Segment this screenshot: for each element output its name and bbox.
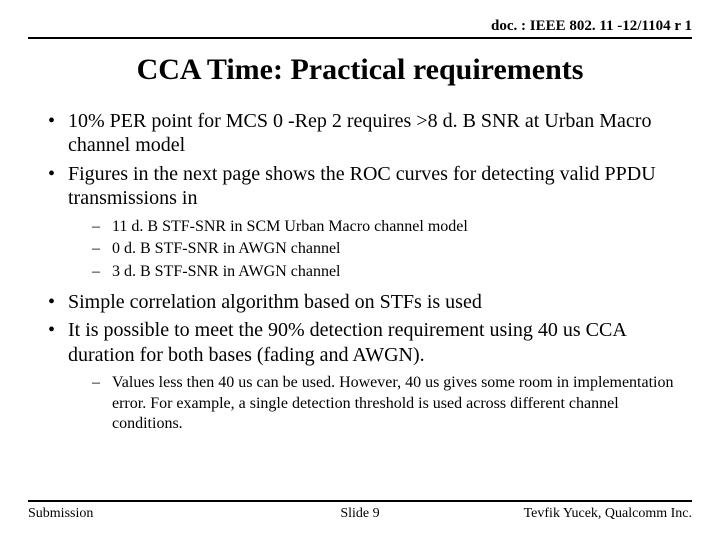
slide: doc. : IEEE 802. 11 -12/1104 r 1 CCA Tim… bbox=[0, 0, 720, 540]
slide-title: CCA Time: Practical requirements bbox=[28, 53, 692, 87]
bullet-text: Figures in the next page shows the ROC c… bbox=[68, 163, 656, 209]
sub-bullet-item: 3 d. B STF-SNR in AWGN channel bbox=[92, 262, 674, 282]
sub-bullet-item: Values less then 40 us can be used. Howe… bbox=[92, 373, 674, 434]
bullet-item: It is possible to meet the 90% detection… bbox=[46, 318, 674, 434]
slide-footer: Submission Slide 9 Tevfik Yucek, Qualcom… bbox=[28, 500, 692, 522]
sub-bullet-list: Values less then 40 us can be used. Howe… bbox=[92, 373, 674, 434]
bullet-item: 10% PER point for MCS 0 -Rep 2 requires … bbox=[46, 109, 674, 158]
footer-left: Submission bbox=[28, 506, 93, 522]
footer-right: Tevfik Yucek, Qualcomm Inc. bbox=[524, 506, 692, 522]
bullet-item: Simple correlation algorithm based on ST… bbox=[46, 290, 674, 314]
sub-bullet-list: 11 d. B STF-SNR in SCM Urban Macro chann… bbox=[92, 217, 674, 282]
sub-bullet-item: 11 d. B STF-SNR in SCM Urban Macro chann… bbox=[92, 217, 674, 237]
sub-bullet-item: 0 d. B STF-SNR in AWGN channel bbox=[92, 239, 674, 259]
bullet-item: Figures in the next page shows the ROC c… bbox=[46, 162, 674, 282]
bullet-text: It is possible to meet the 90% detection… bbox=[68, 319, 626, 365]
doc-header: doc. : IEEE 802. 11 -12/1104 r 1 bbox=[28, 18, 692, 39]
bullet-list: 10% PER point for MCS 0 -Rep 2 requires … bbox=[46, 109, 674, 435]
